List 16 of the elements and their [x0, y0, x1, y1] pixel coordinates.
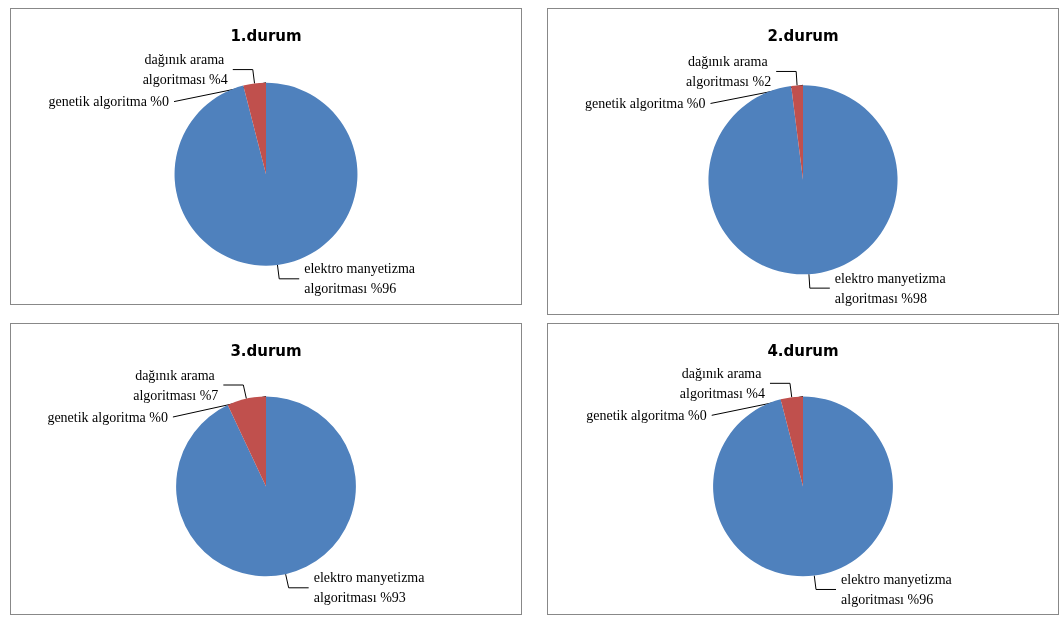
- slice-label: dağınık arama algoritması %4: [142, 52, 228, 88]
- chart-title: 4.durum: [767, 341, 839, 360]
- category-label: genetik algoritma %0: [586, 407, 707, 423]
- category-label: genetik algoritma %0: [47, 409, 168, 425]
- slice-label: elektro manyetizma algoritması %98: [834, 270, 950, 306]
- slice-label: dağınık arama algoritması %7: [133, 367, 219, 403]
- slice-label: elektro manyetizma algoritması %96: [841, 571, 956, 607]
- chart-title: 2.durum: [767, 26, 839, 45]
- slice-label: dağınık arama algoritması %2: [686, 53, 772, 89]
- slice-label: elektro manyetizma algoritması %93: [313, 570, 428, 606]
- chart-title: 1.durum: [230, 26, 302, 45]
- slice-label: elektro manyetizma algoritması %96: [304, 261, 419, 297]
- category-label: genetik algoritma %0: [48, 94, 170, 110]
- slice-label: dağınık arama algoritması %4: [679, 365, 765, 401]
- chart-title: 3.durum: [230, 341, 302, 360]
- category-label: genetik algoritma %0: [584, 95, 706, 111]
